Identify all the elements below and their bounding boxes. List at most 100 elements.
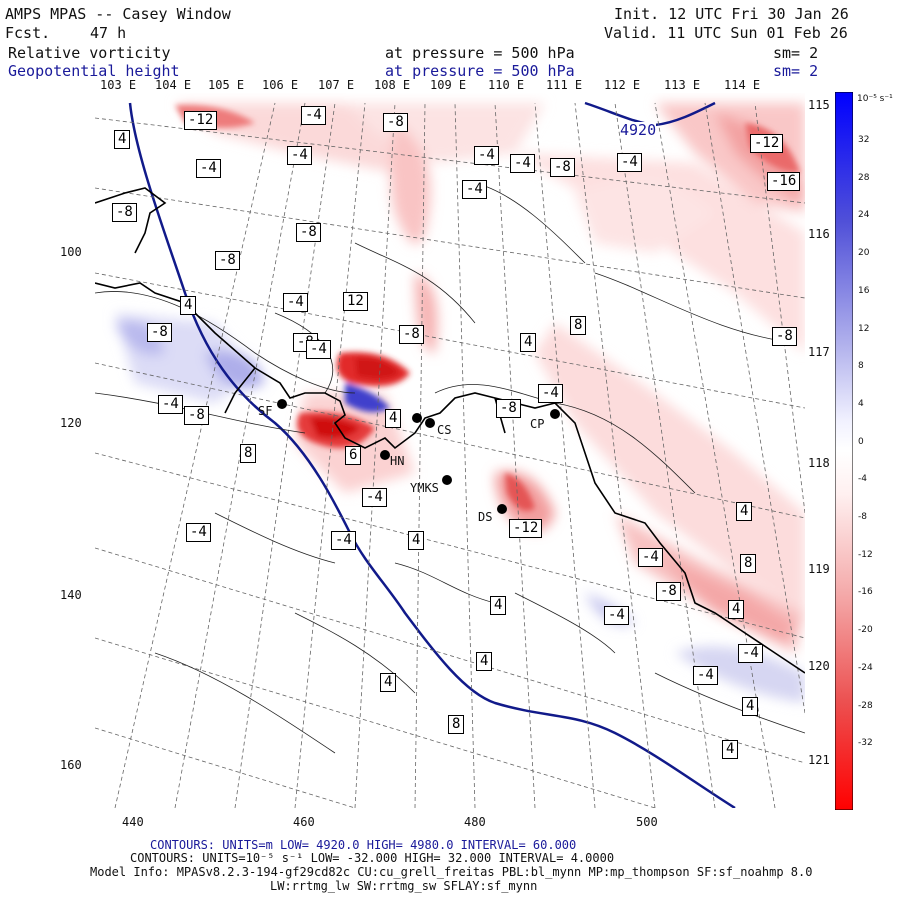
- station-hn: HN: [390, 454, 405, 468]
- contour-value-label: -4: [301, 106, 326, 125]
- contour-value-label: -4: [362, 488, 387, 507]
- x-tick-label: 480: [464, 815, 486, 829]
- contour-value-label: 4: [114, 130, 131, 149]
- y-tick-label: 140: [60, 588, 82, 602]
- longitude-label: 113 E: [664, 78, 701, 92]
- contour-value-label: -4: [158, 395, 183, 414]
- colorbar-label: 32: [858, 135, 870, 145]
- field2-name: Geopotential height: [8, 62, 180, 80]
- plot-title: AMPS MPAS -- Casey Window: [5, 5, 231, 23]
- longitude-label: 104 E: [155, 78, 192, 92]
- footer-height-contours: CONTOURS: UNITS=m LOW= 4920.0 HIGH= 4980…: [150, 838, 577, 852]
- valid-time: Valid. 11 UTC Sun 01 Feb 26: [604, 24, 848, 42]
- longitude-label: 107 E: [318, 78, 355, 92]
- contour-value-label: 4: [476, 652, 493, 671]
- footer-model-info: Model Info: MPASv8.2.3-194-gf29cd82c CU:…: [90, 865, 813, 879]
- contour-value-label: -8: [184, 406, 209, 425]
- station-ymks: YMKS: [410, 481, 439, 495]
- contour-value-label: -8: [399, 325, 424, 344]
- contour-value-label: -16: [767, 172, 801, 191]
- contour-value-label: 6: [345, 446, 362, 465]
- longitude-label: 112 E: [604, 78, 641, 92]
- colorbar-label: 8: [858, 361, 864, 372]
- forecast-hours: 47 h: [90, 24, 127, 42]
- colorbar-label: 28: [858, 172, 870, 183]
- contour-value-label: -4: [287, 146, 312, 165]
- footer-physics-info: LW:rrtmg_lw SW:rrtmg_sw SFLAY:sf_mynn: [270, 879, 538, 893]
- contour-value-label: -4: [196, 159, 221, 178]
- contour-value-label: -8: [772, 327, 797, 346]
- x-tick-label: 440: [122, 815, 144, 829]
- contour-value-label: 8: [240, 444, 257, 463]
- longitude-label: 106 E: [262, 78, 299, 92]
- y-tick-label: 120: [60, 416, 82, 430]
- contour-value-label: -8: [112, 203, 137, 222]
- contour-value-label: 4: [722, 740, 739, 759]
- station-ds: DS: [478, 510, 493, 524]
- contour-value-label: -4: [474, 146, 499, 165]
- station-cs: CS: [437, 423, 452, 437]
- colorbar: [835, 92, 853, 810]
- contour-value-label: -4: [604, 606, 629, 625]
- station-cp: CP: [530, 417, 545, 431]
- colorbar-label: -24: [858, 662, 873, 673]
- contour-value-label: 4: [380, 673, 397, 692]
- contour-value-label: -4: [283, 293, 308, 312]
- contour-value-label: -4: [738, 644, 763, 663]
- contour-value-label: -12: [509, 519, 543, 538]
- y-tick-label: 100: [60, 245, 82, 259]
- contour-value-label: 4: [180, 296, 197, 315]
- longitude-label: 103 E: [100, 78, 137, 92]
- longitude-label: 108 E: [374, 78, 411, 92]
- contour-value-label: 4: [408, 531, 425, 550]
- contour-value-label: 8: [570, 316, 587, 335]
- footer-vorticity-contours: CONTOURS: UNITS=10⁻⁵ s⁻¹ LOW= -32.000 HI…: [130, 851, 615, 865]
- contour-value-label: -8: [147, 323, 172, 342]
- x-tick-label: 460: [293, 815, 315, 829]
- colorbar-label: -8: [858, 512, 867, 522]
- contour-value-label: 12: [343, 292, 368, 311]
- contour-value-label: -8: [296, 223, 321, 242]
- contour-value-label: 4: [490, 596, 507, 615]
- colorbar-label: -32: [858, 738, 873, 749]
- colorbar-label: -4: [858, 474, 867, 485]
- contour-value-label: -8: [496, 399, 521, 418]
- field1-level: at pressure = 500 hPa: [385, 44, 575, 62]
- colorbar-label: 4: [858, 398, 864, 409]
- colorbar-label: 24: [858, 210, 870, 221]
- colorbar-label: 0: [858, 436, 864, 447]
- vorticity-contours: [95, 182, 805, 754]
- contour-value-label: -4: [331, 531, 356, 550]
- longitude-label: 109 E: [430, 78, 467, 92]
- colorbar-label: 12: [858, 323, 870, 334]
- contour-value-label: -4: [638, 548, 663, 567]
- contour-value-label: 4: [742, 697, 759, 716]
- contour-value-label: -12: [184, 111, 218, 130]
- contour-value-label: 8: [448, 715, 465, 734]
- field2-level: at pressure = 500 hPa: [385, 62, 575, 80]
- contour-value-label: -4: [306, 340, 331, 359]
- contour-value-label: -4: [617, 153, 642, 172]
- longitude-label: 114 E: [724, 78, 761, 92]
- longitude-label: 110 E: [488, 78, 525, 92]
- colorbar-label: 16: [858, 285, 870, 296]
- contour-value-label: 4: [736, 502, 753, 521]
- field2-smoothing: sm= 2: [773, 62, 819, 80]
- y-tick-label: 160: [60, 758, 82, 772]
- map-panel: [95, 93, 805, 808]
- height-contour-label: 4920: [620, 121, 657, 139]
- init-time: Init. 12 UTC Fri 30 Jan 26: [614, 5, 849, 23]
- contour-value-label: -8: [383, 113, 408, 132]
- contour-value-label: 4: [728, 600, 745, 619]
- contour-value-label: -4: [186, 523, 211, 542]
- contour-value-label: 4: [385, 409, 402, 428]
- contour-value-label: -8: [550, 158, 575, 177]
- contour-value-label: -12: [750, 134, 784, 153]
- colorbar-label: -16: [858, 587, 873, 598]
- contour-value-label: -8: [656, 582, 681, 601]
- station-markers: [277, 399, 560, 514]
- contour-value-label: -4: [693, 666, 718, 685]
- longitude-label: 111 E: [546, 78, 583, 92]
- contour-value-label: 8: [740, 554, 757, 573]
- colorbar-label: 20: [858, 248, 870, 259]
